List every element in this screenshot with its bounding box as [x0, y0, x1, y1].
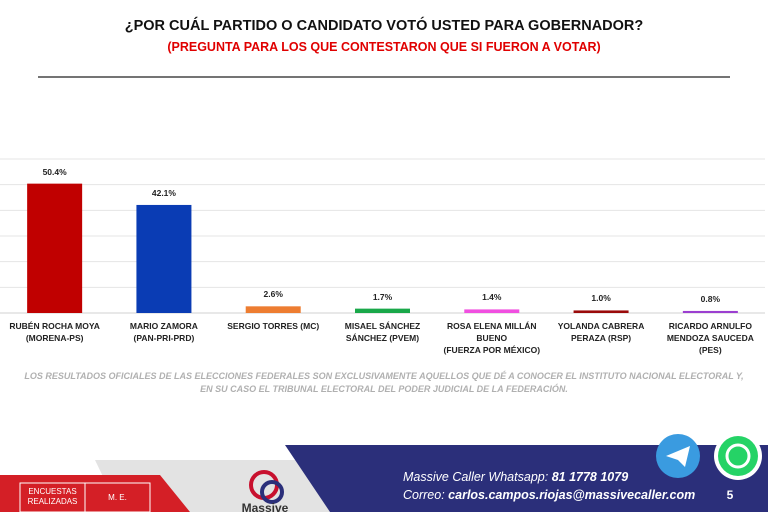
x-tick-label: YOLANDA CABRERA PERAZA (RSP): [557, 321, 645, 343]
page-number: 5: [726, 488, 734, 502]
footer-red: [0, 475, 190, 512]
bar: [355, 308, 410, 313]
whatsapp-number: 81 1778 1079: [551, 470, 629, 484]
whatsapp-icon: [718, 436, 758, 476]
value-label: 2.6%: [263, 289, 283, 300]
x-tick-label: MARIO ZAMORA (PAN-PRI-PRD): [129, 321, 198, 343]
bar: [573, 310, 629, 313]
footer-navy: [285, 445, 768, 512]
x-tick-label: SERGIO TORRES (MC): [227, 321, 320, 331]
x-tick-label: MISAEL SÁNCHEZ SÁNCHEZ (PVEM): [344, 321, 421, 343]
value-label: 42.1%: [151, 187, 176, 198]
footer-line: Correo: carlos.campos.riojas@massivecall…: [403, 488, 695, 502]
chart-title: ¿POR CUÁL PARTIDO O CANDIDATO VOTÓ USTED…: [124, 18, 644, 34]
x-tick-label: RUBÉN ROCHA MOYA (MORENA-PS): [9, 321, 100, 343]
value-label: 1.0%: [591, 293, 611, 304]
logo-text: Massive: [241, 501, 289, 512]
value-label: 1.4%: [482, 292, 502, 303]
value-label: 1.7%: [372, 291, 393, 302]
email-label: Correo:: [403, 488, 445, 502]
email: carlos.campos.riojas@massivecaller.com: [448, 488, 696, 502]
x-tick-label: ROSA ELENA MILLÁN BUENO (FUERZA POR MÉXI…: [443, 321, 541, 355]
whatsapp-label: Massive Caller Whatsapp:: [403, 470, 549, 484]
chart-subtitle: (PREGUNTA PARA LOS QUE CONTESTARON QUE S…: [167, 40, 601, 54]
footer-line: Massive Caller Whatsapp: 81 1778 1079: [403, 470, 628, 484]
bar: [27, 183, 83, 313]
bar: [682, 310, 738, 313]
whatsapp-glyph: [725, 443, 751, 469]
telegram-plane: [666, 446, 690, 467]
x-tick-label: RICARDO ARNULFO MENDOZA SAUCEDA (PES): [666, 321, 754, 355]
disclaimer: LOS RESULTADOS OFICIALES DE LAS ELECCION…: [24, 371, 744, 394]
bar: [136, 204, 192, 313]
logo-mark: [260, 480, 284, 504]
surveys-label: ENCUESTAS REALIZADAS: [27, 487, 78, 506]
bar: [245, 306, 301, 313]
value-label: 50.4%: [42, 166, 67, 177]
value-label: 0.8%: [700, 293, 721, 304]
initials: M. E.: [108, 493, 127, 502]
bar: [464, 309, 520, 313]
